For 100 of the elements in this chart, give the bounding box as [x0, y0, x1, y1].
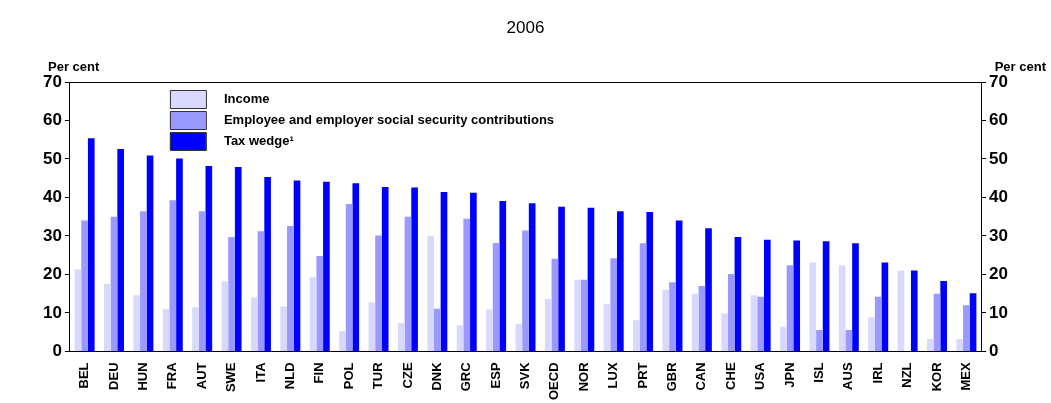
bar — [721, 313, 728, 351]
bar — [868, 317, 875, 351]
x-tick-label: FIN — [311, 362, 327, 384]
bar — [264, 177, 271, 351]
bar — [192, 307, 199, 351]
bar — [499, 200, 507, 351]
y-tick-label: 40 — [42, 187, 62, 207]
legend-label: Tax wedge¹ — [223, 132, 294, 148]
bar — [280, 306, 288, 351]
x-tick-label: ESP — [487, 362, 503, 389]
bar — [610, 258, 618, 351]
bar — [352, 183, 360, 351]
x-tick-label: SWE — [223, 362, 239, 393]
bar — [639, 243, 647, 351]
bar — [551, 258, 559, 351]
bar — [956, 339, 964, 351]
bar — [757, 296, 764, 351]
bar — [427, 235, 434, 351]
bar — [617, 211, 624, 351]
bar — [309, 277, 317, 351]
y2-tick-label: 40 — [989, 187, 1009, 207]
bar — [440, 192, 448, 351]
bar — [809, 262, 817, 351]
bar — [705, 228, 712, 351]
bar — [750, 295, 758, 351]
x-tick-label: AUS — [840, 362, 856, 390]
bar — [691, 293, 699, 351]
bar — [293, 180, 301, 351]
bar — [397, 322, 405, 351]
bar — [544, 299, 552, 351]
bar — [257, 231, 265, 351]
x-tick-label: TUR — [370, 361, 386, 390]
x-tick-label: NOR — [575, 361, 591, 392]
bar — [763, 239, 771, 351]
y-tick-label: 30 — [42, 225, 62, 245]
bar — [250, 297, 258, 351]
bar — [910, 270, 918, 351]
y-tick-label: 20 — [42, 264, 62, 284]
bar — [969, 293, 977, 351]
bar — [176, 158, 183, 351]
bar — [287, 225, 294, 351]
x-tick-label: ISL — [811, 362, 827, 383]
bar — [110, 216, 118, 351]
bar — [104, 283, 111, 351]
bar — [221, 281, 229, 351]
bar — [669, 282, 676, 351]
bar — [323, 181, 330, 351]
bar — [368, 302, 376, 351]
bar — [456, 325, 464, 351]
bar — [433, 308, 441, 351]
bar — [74, 269, 82, 351]
bar — [587, 207, 595, 351]
bar — [933, 293, 941, 351]
x-tick-label: HUN — [134, 362, 150, 391]
x-tick-label: POL — [340, 362, 356, 390]
x-tick-label: MEX — [957, 362, 973, 391]
bar — [169, 200, 177, 351]
bar — [816, 329, 823, 351]
bar — [198, 211, 206, 351]
x-tick-label: CZE — [399, 362, 415, 389]
bar — [580, 279, 588, 351]
bar — [87, 138, 95, 351]
x-tick-label: IRL — [869, 362, 885, 384]
bar — [780, 326, 787, 351]
x-tick-label: DEU — [105, 362, 121, 390]
bar — [345, 204, 353, 351]
x-tick-label: USA — [752, 361, 768, 390]
bar — [675, 220, 683, 351]
bar — [528, 203, 536, 351]
x-tick-label: FRA — [164, 361, 180, 390]
x-tick-label: PRT — [634, 362, 650, 389]
bar — [470, 192, 477, 351]
bar — [515, 324, 523, 351]
bar — [486, 309, 493, 351]
bar — [927, 339, 934, 351]
bar — [940, 281, 947, 351]
bar — [646, 212, 654, 351]
bar — [81, 220, 88, 351]
bar — [822, 241, 830, 351]
x-tick-label: NZL — [899, 362, 915, 388]
y-tick-label: 60 — [42, 110, 62, 130]
y-tick-label: 0 — [52, 341, 62, 361]
bar — [381, 187, 389, 351]
bar — [897, 270, 905, 351]
bar — [117, 148, 124, 351]
x-tick-label: CHE — [722, 362, 738, 390]
x-tick-label: CAN — [693, 362, 709, 391]
y2-tick-label: 30 — [989, 225, 1009, 245]
bar — [146, 155, 154, 351]
y2-tick-label: 60 — [989, 110, 1009, 130]
bar — [963, 305, 970, 351]
bar — [852, 243, 859, 351]
bar — [838, 265, 846, 351]
x-tick-label: LUX — [605, 362, 621, 389]
chart-title: 2006 — [505, 18, 546, 38]
bar — [603, 304, 611, 351]
x-tick-label: KOR — [928, 361, 944, 392]
y2-tick-label: 50 — [989, 148, 1009, 168]
bar — [662, 289, 670, 351]
bar — [633, 320, 640, 351]
